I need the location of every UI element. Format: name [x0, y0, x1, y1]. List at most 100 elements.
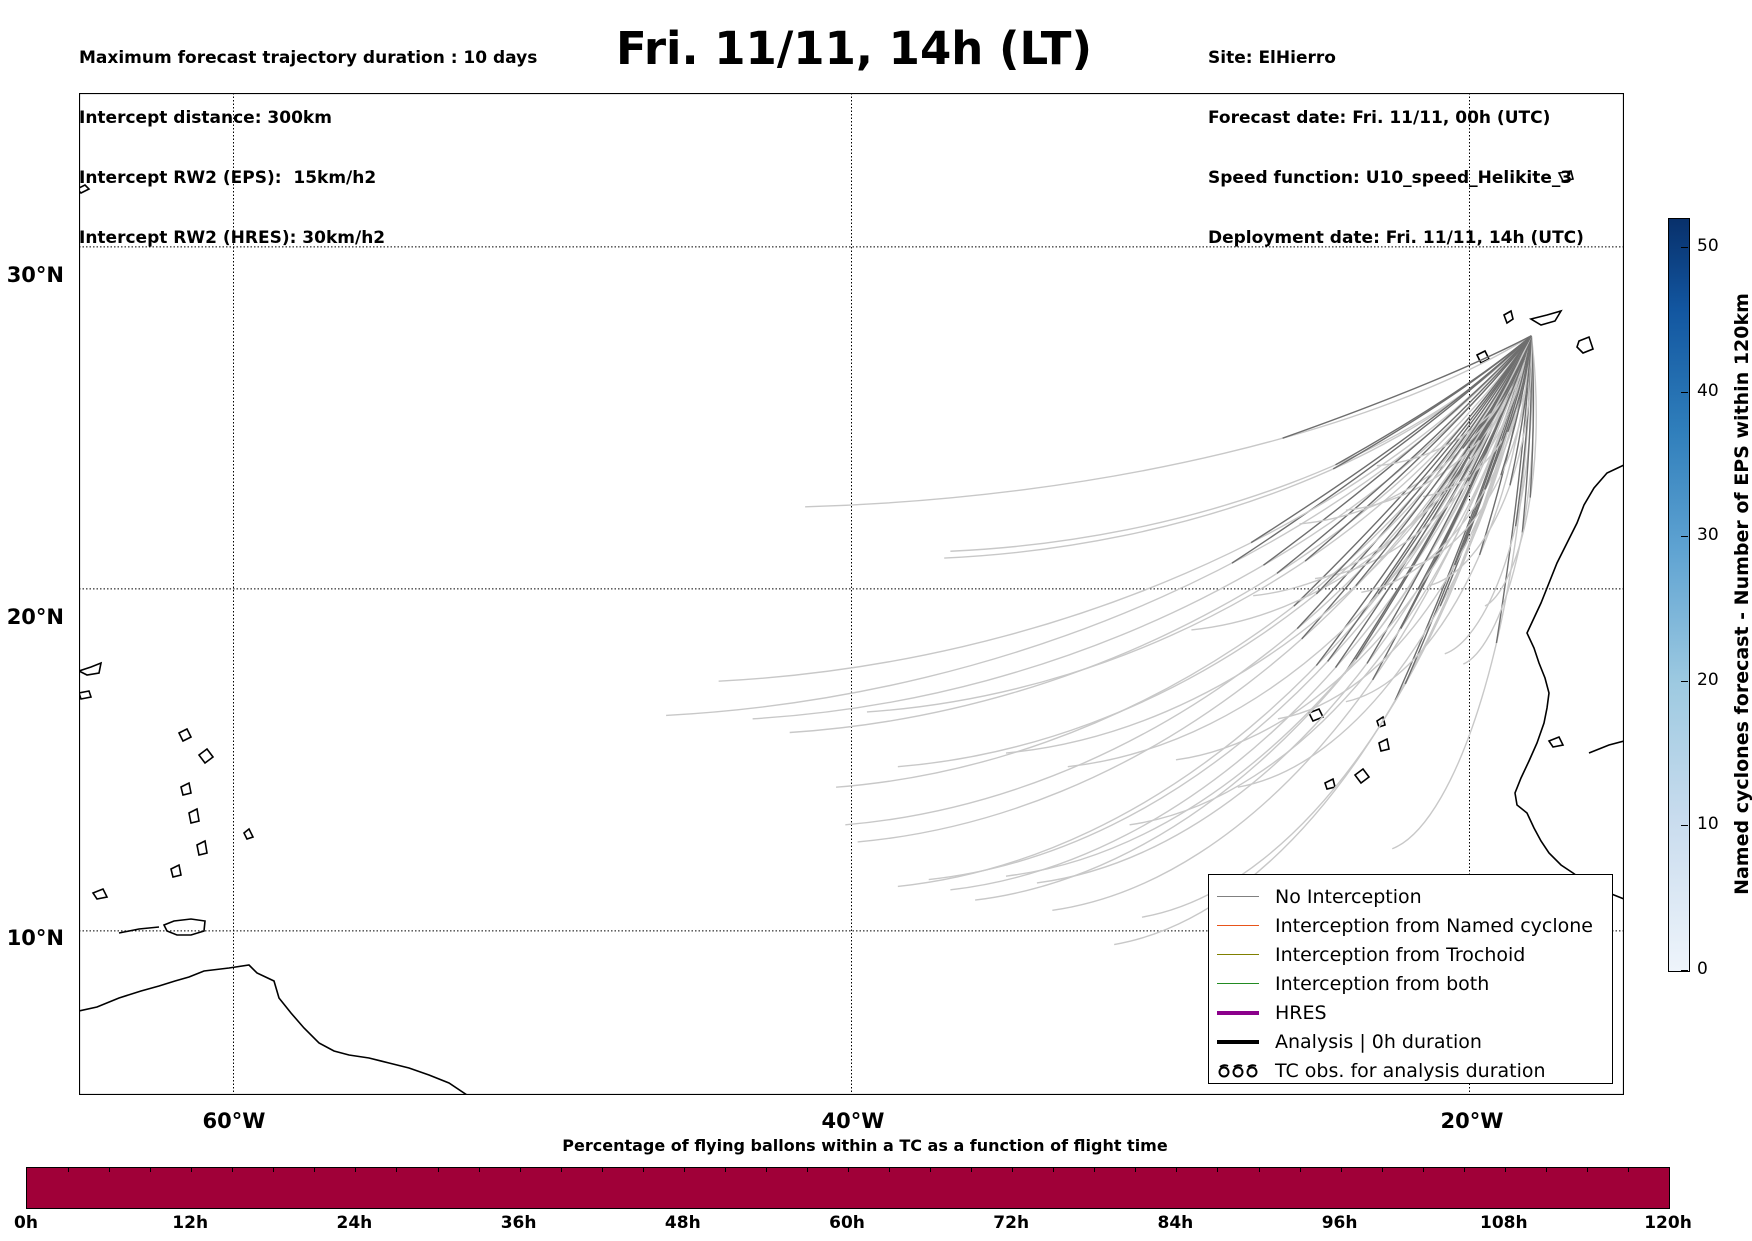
trajectory-early-segment: [1276, 335, 1532, 574]
colorbar-tick-label: 50: [1697, 235, 1719, 256]
flight-time-minor-tick: [232, 1168, 234, 1172]
flight-time-minor-tick: [314, 1168, 316, 1172]
trajectory-early-segment: [1500, 335, 1532, 476]
flight-time-minor-tick: [355, 1168, 357, 1172]
trajectory-map: [79, 93, 1624, 1095]
trajectory-early-segment: [1293, 335, 1532, 607]
trajectory-line: [752, 335, 1532, 720]
colorbar-tick-label: 20: [1697, 669, 1719, 690]
trajectory-early-segment: [1484, 335, 1532, 490]
lon-label-20w: 20°W: [1440, 1109, 1504, 1133]
flight-time-minor-tick: [1586, 1168, 1588, 1172]
lon-label-40w: 40°W: [821, 1109, 885, 1133]
flight-time-minor-tick: [1135, 1168, 1137, 1172]
legend-swatch: [1217, 1010, 1259, 1015]
flight-time-minor-tick: [765, 1168, 767, 1172]
coastline-west-africa: [1514, 464, 1624, 900]
trajectory-line: [835, 335, 1532, 788]
trajectory-line: [897, 335, 1532, 768]
flight-time-tick-label: 0h: [14, 1213, 38, 1233]
tc-symbol-icon: [1218, 1063, 1258, 1077]
flight-time-minor-tick: [560, 1168, 562, 1172]
header-left-line: Intercept RW2 (EPS): 15km/h2: [79, 168, 377, 188]
flight-time-minor-tick: [396, 1168, 398, 1172]
flight-time-tick-label: 108h: [1480, 1213, 1528, 1233]
coastline-cape-verde-island: [1324, 777, 1336, 790]
flight-time-minor-tick: [642, 1168, 644, 1172]
colorbar-tick-mark: [1681, 391, 1688, 393]
flight-time-minor-tick: [109, 1168, 111, 1172]
trajectory-early-segment: [1332, 335, 1532, 470]
flight-time-minor-tick: [683, 1168, 685, 1172]
header-right-line: Speed function: U10_speed_Helikite_3: [1208, 168, 1573, 188]
named-cyclones-colorbar: [1668, 218, 1690, 972]
trajectory-line: [1175, 335, 1532, 761]
trajectory-line: [1005, 335, 1532, 754]
flight-time-tick-label: 36h: [500, 1213, 537, 1233]
legend-item: No Interception: [1209, 882, 1612, 911]
header-left-line: Intercept distance: 300km: [79, 108, 332, 128]
flight-time-minor-tick: [930, 1168, 932, 1172]
flight-time-minor-tick: [1545, 1168, 1547, 1172]
trajectory-line: [1005, 335, 1532, 877]
coastline-island: [188, 807, 200, 824]
map-legend: No Interception Interception from Named …: [1208, 874, 1613, 1084]
legend-label: Interception from both: [1275, 972, 1490, 995]
page-title: Fri. 11/11, 14h (LT): [615, 22, 1093, 75]
colorbar-tick-mark: [1681, 680, 1688, 682]
coastline-canary-island: [1576, 335, 1594, 354]
legend-swatch: [1217, 924, 1259, 927]
header-right-line: Site: ElHierro: [1208, 48, 1336, 68]
flight-time-tick-label: 84h: [1157, 1213, 1194, 1233]
coastline-island: [196, 839, 208, 856]
flight-time-minor-tick: [1094, 1168, 1096, 1172]
legend-swatch: [1217, 953, 1259, 956]
trajectory-line: [1036, 335, 1532, 884]
coastline-island: [242, 827, 255, 840]
flight-time-tick-label: 72h: [993, 1213, 1030, 1233]
coastline-madeira: [1557, 170, 1574, 182]
lat-label-10n: 10°N: [6, 926, 64, 950]
coastline-island: [1588, 740, 1624, 754]
coastline-paria: [118, 926, 160, 934]
lat-label-20n: 20°N: [6, 605, 64, 629]
flight-time-minor-tick: [848, 1168, 849, 1172]
flight-time-minor-tick: [1381, 1168, 1383, 1172]
trajectory-line: [866, 335, 1532, 713]
trajectory-early-segment: [1250, 335, 1532, 544]
flight-time-tick-label: 96h: [1321, 1213, 1358, 1233]
legend-label: No Interception: [1275, 885, 1422, 908]
trajectory-line: [1345, 335, 1532, 511]
coastline-island: [79, 661, 103, 676]
flight-time-minor-tick: [1258, 1168, 1260, 1172]
header-left-line: Intercept RW2 (HRES): 30km/h2: [79, 228, 386, 248]
flight-time-minor-tick: [519, 1168, 521, 1172]
coastline-canary-island: [1503, 309, 1514, 325]
legend-swatch: [1217, 895, 1259, 898]
trajectory-line: [1391, 335, 1532, 850]
legend-item: HRES: [1209, 998, 1612, 1027]
trajectory-line: [789, 335, 1532, 734]
coastline-canary-island: [1528, 309, 1563, 326]
flight-time-minor-tick: [273, 1168, 275, 1172]
trajectory-line: [897, 335, 1532, 888]
flight-time-tick-label: 120h: [1644, 1213, 1692, 1233]
flight-time-minor-tick: [1463, 1168, 1465, 1172]
flight-time-tick-label: 12h: [172, 1213, 209, 1233]
trajectory-line: [1141, 335, 1532, 918]
flight-time-tick-label: 60h: [829, 1213, 865, 1233]
legend-label: TC obs. for analysis duration: [1275, 1059, 1546, 1082]
flight-time-minor-tick: [1176, 1168, 1178, 1172]
flight-time-minor-tick: [1340, 1168, 1342, 1172]
flight-time-minor-tick: [1627, 1168, 1629, 1172]
legend-item: Interception from Named cyclone: [1209, 911, 1612, 940]
trajectory-line: [1314, 335, 1532, 580]
trajectory-lines: [666, 335, 1537, 946]
flight-time-minor-tick: [1504, 1168, 1506, 1172]
header-right-line: Deployment date: Fri. 11/11, 14h (UTC): [1208, 228, 1584, 248]
map-gridlines: [79, 93, 1624, 1095]
flight-time-colorbar-title: Percentage of flying ballons within a TC…: [562, 1136, 1168, 1155]
flight-time-tick-label: 24h: [336, 1213, 373, 1233]
trajectory-line: [1277, 335, 1532, 720]
trajectory-line: [1484, 335, 1537, 607]
